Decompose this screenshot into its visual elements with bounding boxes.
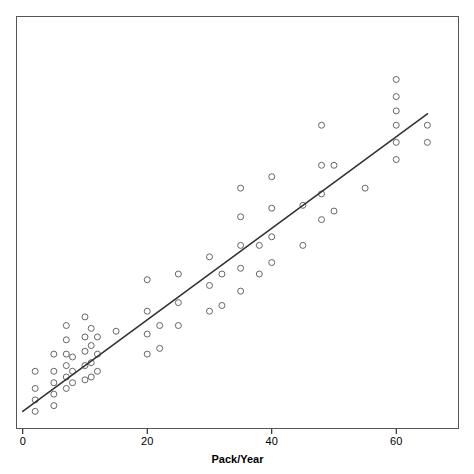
svg-text:40: 40 xyxy=(266,435,278,447)
svg-text:Pack/Year: Pack/Year xyxy=(212,453,265,465)
svg-text:0: 0 xyxy=(20,435,26,447)
svg-text:20: 20 xyxy=(141,435,153,447)
svg-text:60: 60 xyxy=(390,435,402,447)
